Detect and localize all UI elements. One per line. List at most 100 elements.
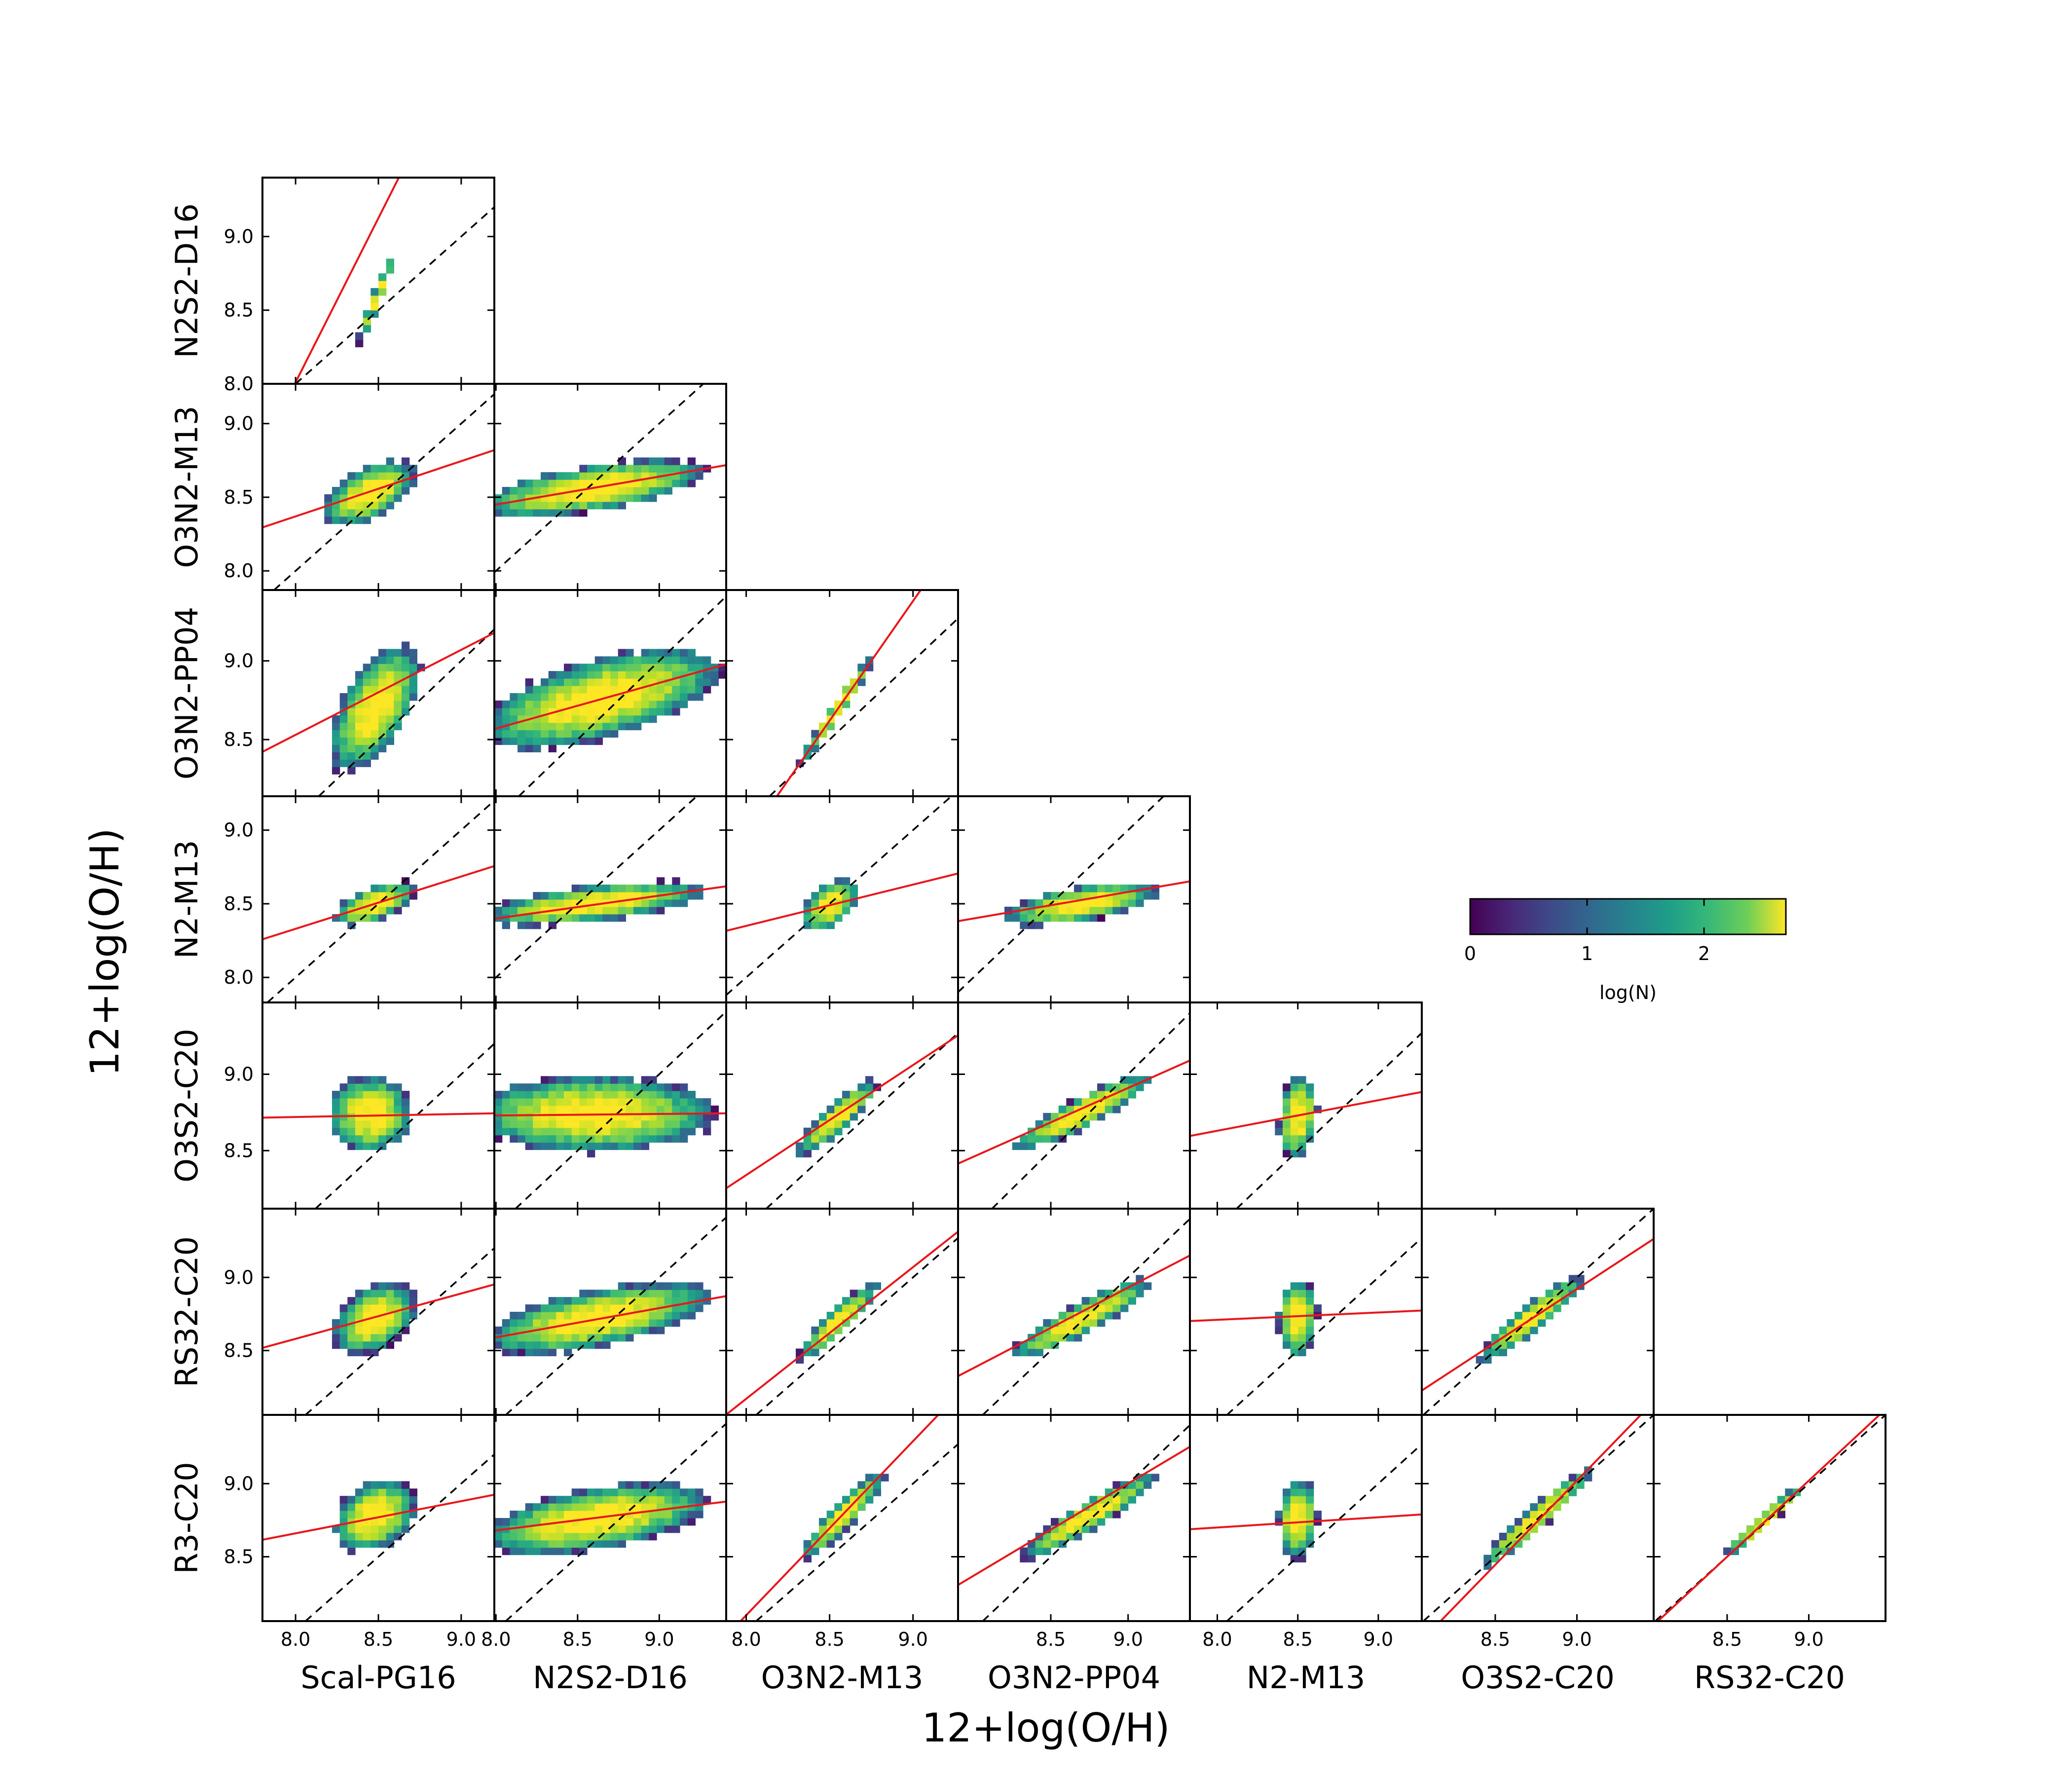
histogram-cell (594, 1312, 603, 1320)
histogram-cell (564, 1341, 572, 1349)
histogram-cell (502, 1091, 510, 1099)
histogram-cell (626, 1106, 634, 1113)
histogram-cell (339, 752, 348, 760)
histogram-cell (1306, 1341, 1314, 1349)
histogram-cell (571, 1540, 580, 1548)
histogram-cell (378, 1076, 387, 1084)
histogram-cell (564, 1091, 572, 1099)
histogram-cell (378, 722, 387, 731)
histogram-cell (618, 656, 626, 664)
histogram-cell (502, 1341, 510, 1349)
histogram-cell (355, 339, 364, 347)
histogram-cell (594, 656, 603, 664)
histogram-cell (587, 1312, 595, 1320)
panel-O3N2-M13-vs-N2S2-D16 (493, 383, 727, 591)
histogram-cell (1081, 1120, 1090, 1128)
histogram-cell (664, 480, 672, 487)
histogram-cell (518, 1112, 526, 1121)
histogram-cell (842, 686, 851, 694)
histogram-cell (664, 664, 672, 671)
histogram-cell (610, 1333, 619, 1342)
fit-line (494, 1295, 726, 1339)
histogram-cell (518, 700, 526, 708)
histogram-cell (579, 1525, 588, 1533)
histogram-cell (541, 686, 549, 694)
histogram-cell (1290, 1120, 1298, 1128)
histogram-cell (548, 1106, 556, 1113)
histogram-cell (633, 1290, 642, 1297)
histogram-cell (355, 1076, 364, 1084)
histogram-cell (548, 1083, 556, 1091)
histogram-cell (494, 1098, 503, 1106)
histogram-cell (518, 1098, 526, 1106)
histogram-cell (370, 1142, 379, 1150)
histogram-cell (386, 1481, 394, 1489)
histogram-cell (1051, 1532, 1059, 1541)
histogram-cell (548, 1120, 556, 1128)
row-label: N2-M13 (169, 840, 205, 959)
histogram-cell (525, 1135, 533, 1143)
histogram-cell (533, 914, 541, 922)
histogram-cell (641, 1297, 649, 1305)
histogram-cell (502, 1532, 510, 1541)
histogram-cell (1290, 1135, 1298, 1143)
histogram-cell (525, 1106, 533, 1113)
histogram-cell (857, 1503, 866, 1511)
histogram-cell (370, 892, 379, 900)
histogram-cell (579, 737, 588, 745)
histogram-cell (1313, 1304, 1322, 1312)
histogram-cell (587, 1511, 595, 1518)
histogram-cell (564, 693, 572, 701)
histogram-cell (819, 1341, 827, 1349)
histogram-cell (657, 1518, 665, 1526)
histogram-cell (556, 1525, 564, 1533)
histogram-cell (548, 1142, 556, 1150)
histogram-cell (1066, 1106, 1074, 1113)
histogram-cell (409, 1297, 417, 1305)
histogram-cell (1097, 1091, 1106, 1099)
histogram-cell (386, 1341, 394, 1349)
histogram-cell (518, 1348, 526, 1357)
histogram-cell (1112, 1106, 1121, 1113)
histogram-cell (618, 892, 626, 900)
histogram-cell (1120, 1091, 1129, 1099)
histogram-cell (394, 700, 402, 708)
histogram-cell (494, 1540, 503, 1548)
histogram-cell (1298, 1532, 1306, 1541)
histogram-cell (370, 722, 379, 731)
histogram-cell (386, 1319, 394, 1327)
histogram-cell (826, 1333, 835, 1342)
histogram-cell (370, 501, 379, 510)
histogram-cell (626, 700, 634, 708)
y-tick-label: 8.5 (224, 1140, 254, 1161)
histogram-cell (579, 707, 588, 716)
histogram-cell (548, 1503, 556, 1511)
histogram-cell (657, 899, 665, 907)
histogram-cell (834, 1106, 843, 1113)
histogram-cell (633, 1319, 642, 1327)
histogram-cell (842, 1091, 851, 1099)
histogram-cell (1515, 1525, 1523, 1533)
histogram-cell (610, 1106, 619, 1113)
histogram-cell (1120, 1304, 1129, 1312)
histogram-cell (633, 1481, 642, 1489)
histogram-cell (1012, 1348, 1020, 1357)
histogram-cell (564, 664, 572, 671)
histogram-cell (1028, 1341, 1036, 1349)
histogram-cell (687, 1120, 696, 1128)
histogram-cell (1066, 1120, 1074, 1128)
colorbar-tick-label: 1 (1581, 943, 1593, 964)
histogram-cell (680, 1083, 688, 1091)
histogram-cell (494, 730, 503, 738)
histogram-cell (1074, 1304, 1082, 1312)
column-label: Scal-PG16 (300, 1660, 456, 1696)
histogram-cell (1051, 1135, 1059, 1143)
histogram-cell (579, 1488, 588, 1496)
histogram-cell (633, 472, 642, 480)
histogram-cell (695, 1304, 703, 1312)
histogram-cell (510, 1312, 518, 1320)
histogram-cell (803, 1348, 812, 1357)
histogram-cell (610, 1319, 619, 1327)
histogram-cell (857, 1290, 866, 1297)
histogram-cell (347, 1098, 356, 1106)
